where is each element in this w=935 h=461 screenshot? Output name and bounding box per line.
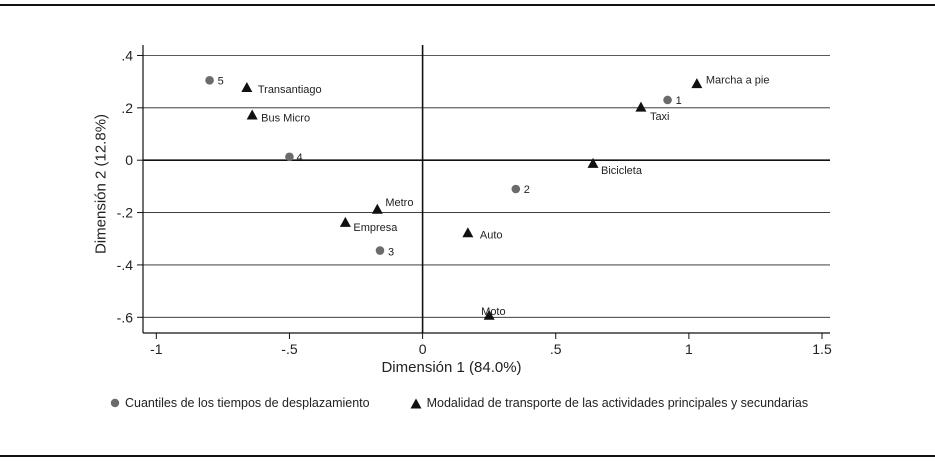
point-label: Empresa xyxy=(353,222,398,234)
y-axis-title: Dimensión 2 (12.8%) xyxy=(92,114,109,254)
point-label: 1 xyxy=(676,95,682,107)
legend-item-cuantiles: Cuantiles de los tiempos de desplazamien… xyxy=(110,396,370,410)
point-triangle-taxi xyxy=(635,101,647,112)
point-triangle-bicicleta xyxy=(587,157,599,168)
bottom-rule xyxy=(0,455,935,457)
legend-item-modalidad: Modalidad de transporte de las actividad… xyxy=(410,396,808,410)
x-tick-label: 1.5 xyxy=(812,341,832,357)
y-tick-label: -.2 xyxy=(117,205,134,221)
y-tick-label: .4 xyxy=(121,47,133,63)
point-label: Metro xyxy=(385,197,413,209)
point-circle-2 xyxy=(511,184,521,194)
x-tick-label: -.5 xyxy=(281,341,298,357)
y-tick-label: .2 xyxy=(121,100,133,116)
x-tick-label: 0 xyxy=(419,341,427,357)
point-circle-3 xyxy=(375,246,385,255)
legend-label-cuantiles: Cuantiles de los tiempos de desplazamien… xyxy=(125,396,370,410)
data-points xyxy=(205,76,703,320)
point-circle-4 xyxy=(285,152,294,162)
point-label: Bicicleta xyxy=(601,165,643,177)
x-tick-label: .5 xyxy=(550,341,562,357)
point-label: Moto xyxy=(481,306,505,318)
point-triangle-empresa xyxy=(339,216,351,227)
point-label: Auto xyxy=(480,230,503,242)
point-triangle-transantiago xyxy=(241,82,253,92)
point-label: 5 xyxy=(218,75,224,87)
point-label: 4 xyxy=(296,152,302,164)
grid-lines xyxy=(143,55,830,318)
point-label: 2 xyxy=(524,184,530,196)
point-label: 3 xyxy=(388,247,394,259)
y-tick-label: 0 xyxy=(125,152,133,168)
point-triangle-bus-micro xyxy=(246,109,258,120)
x-tick-label: 1 xyxy=(685,341,693,357)
point-label: Marcha a pie xyxy=(706,74,770,86)
y-tick-label: -.4 xyxy=(117,257,134,273)
reference-lines xyxy=(143,45,830,333)
point-triangle-metro xyxy=(371,203,383,214)
point-circle-1 xyxy=(663,95,672,105)
circle-marker-icon xyxy=(110,398,120,408)
point-label: Bus Micro xyxy=(261,113,310,125)
legend-label-modalidad: Modalidad de transporte de las actividad… xyxy=(426,396,809,410)
point-triangle-auto xyxy=(462,227,474,238)
point-label: Taxi xyxy=(650,111,670,123)
tick-labels: -.6 -.4 -.2 0 .2 .4 -1 -.5 0 .5 1 1.5 xyxy=(117,47,832,357)
point-triangle-moto xyxy=(483,309,495,320)
top-rule xyxy=(0,4,935,6)
point-label: Transantiago xyxy=(258,84,322,96)
x-axis-title: Dimensión 1 (84.0%) xyxy=(381,359,521,376)
point-circle-5 xyxy=(205,76,214,85)
point-labels: 5 4 3 2 1 Transantiago Bus Micro Metro Empresa Au… xyxy=(218,74,770,318)
triangle-marker-icon xyxy=(410,398,422,408)
legend: Cuantiles de los tiempos de desplazamien… xyxy=(110,396,848,410)
axes xyxy=(137,45,830,339)
x-tick-label: -1 xyxy=(150,341,163,357)
point-triangle-marcha-a-pie xyxy=(691,78,703,89)
y-tick-label: -.6 xyxy=(117,309,134,325)
scatter-plot: -.6 -.4 -.2 0 .2 .4 -1 -.5 0 .5 1 1.5 5 4 3 2 1 Transant… xyxy=(92,45,832,376)
